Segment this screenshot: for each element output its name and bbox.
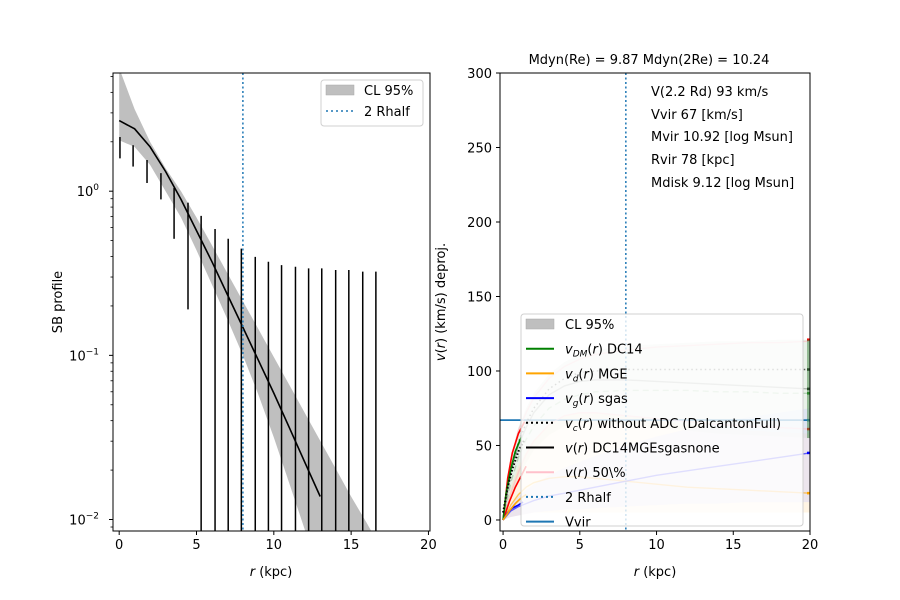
sb-x-tick-label: 0 <box>115 538 123 553</box>
sb-y-axis-label: SB profile <box>51 271 66 333</box>
sb-y-tick-label: 10−1 <box>69 347 99 364</box>
velocity-legend: CL 95% vDM(r) DC14 vd(r) MGE vg(r) sgas vc(r… <box>520 313 804 531</box>
annotation-mvir: Mvir 10.92 [log Msun] <box>651 130 793 145</box>
sb-cl-band <box>119 73 372 531</box>
velocity-y-tick-label: 200 <box>467 216 492 231</box>
sb-fit-line <box>118 119 321 497</box>
sb-x-axis-label: r (kpc) <box>250 565 293 580</box>
velocity-x-tick-label: 10 <box>648 538 665 553</box>
annotation-vvir: Vvir 67 [km/s] <box>651 108 743 123</box>
annotation-mdisk: Mdisk 9.12 [log Msun] <box>651 176 794 191</box>
velocity-legend-entry: Vvir <box>526 516 591 531</box>
velocity-legend-entry: v(r) DC14MGEsgasnone <box>526 442 720 457</box>
legend-label: v(r) 50\% <box>565 466 626 481</box>
legend-swatch <box>525 318 555 330</box>
velocity-inner-vc <box>502 439 526 513</box>
velocity-y-tick-label: 50 <box>475 439 492 454</box>
legend-label: CL 95% <box>565 318 614 333</box>
sb-legend-rhalf-label: 2 Rhalf <box>364 105 410 120</box>
sb-y-ticks: 10−2 10−1 100 <box>69 76 113 529</box>
velocity-x-axis-label: r (kpc) <box>634 565 677 580</box>
sb-legend-cl-label: CL 95% <box>364 84 413 99</box>
velocity-legend-entry: CL 95% <box>525 318 614 333</box>
velocity-x-tick-label: 5 <box>576 538 584 553</box>
annotation-v22rd: V(2.2 Rd) 93 km/s <box>651 85 769 100</box>
legend-label: vDM(r) DC14 <box>565 343 643 360</box>
sb-legend: CL 95% 2 Rhalf <box>320 79 424 127</box>
legend-label: Vvir <box>565 516 591 531</box>
velocity-axes-frame <box>499 72 811 532</box>
velocity-annotations: V(2.2 Rd) 93 km/s Vvir 67 [km/s] Mvir 10… <box>651 85 794 191</box>
velocity-y-tick-label: 300 <box>467 67 492 82</box>
sb-x-tick-label: 5 <box>192 538 200 553</box>
legend-label: 2 Rhalf <box>565 491 611 506</box>
velocity-legend-entry: vg(r) sgas <box>526 392 628 409</box>
velocity-y-tick-label: 0 <box>484 514 492 529</box>
sb-y-tick-label: 10−2 <box>69 512 99 529</box>
velocity-legend-box <box>520 313 804 527</box>
velocity-y-axis-label: v(r) (km/s) deproj. <box>434 243 449 361</box>
velocity-title: Mdyn(Re) = 9.87 Mdyn(2Re) = 10.24 <box>529 53 770 68</box>
velocity-legend-entry: vd(r) MGE <box>526 367 628 384</box>
velocity-y-tick-label: 100 <box>467 365 492 380</box>
velocity-legend-entry: vc(r) without ADC (DalcantonFull) <box>526 417 781 434</box>
velocity-panel: Mdyn(Re) = 9.87 Mdyn(2Re) = 10.24 0 5 10 15… <box>434 53 818 580</box>
velocity-legend-entry: v(r) 50\% <box>526 466 626 481</box>
sb-x-tick-label: 10 <box>266 538 283 553</box>
legend-label: v(r) DC14MGEsgasnone <box>565 442 720 457</box>
velocity-y-tick-label: 250 <box>467 141 492 156</box>
velocity-x-tick-label: 15 <box>725 538 742 553</box>
sb-x-ticks: 0 5 10 15 20 <box>115 531 437 553</box>
legend-label: vd(r) MGE <box>565 367 628 384</box>
velocity-legend-entry: vDM(r) DC14 <box>526 343 643 360</box>
sb-x-tick-label: 20 <box>420 538 437 553</box>
sb-legend-cl-swatch <box>325 84 355 96</box>
velocity-x-ticks: 0 5 10 15 20 <box>499 531 818 553</box>
sb-axes-frame <box>112 72 431 532</box>
velocity-y-ticks: 0 50 100 150 200 250 300 <box>467 67 500 529</box>
sb-x-tick-label: 15 <box>343 538 360 553</box>
legend-label: vc(r) without ADC (DalcantonFull) <box>565 417 781 434</box>
velocity-x-tick-label: 20 <box>802 538 819 553</box>
velocity-y-tick-label: 150 <box>467 290 492 305</box>
annotation-rvir: Rvir 78 [kpc] <box>651 153 735 168</box>
sb-plot-area <box>118 73 377 531</box>
sb-y-tick-label: 100 <box>77 183 100 200</box>
velocity-legend-entry: 2 Rhalf <box>526 491 611 506</box>
velocity-x-tick-label: 0 <box>499 538 507 553</box>
velocity-edge-band <box>807 339 810 439</box>
legend-label: vg(r) sgas <box>565 392 628 409</box>
